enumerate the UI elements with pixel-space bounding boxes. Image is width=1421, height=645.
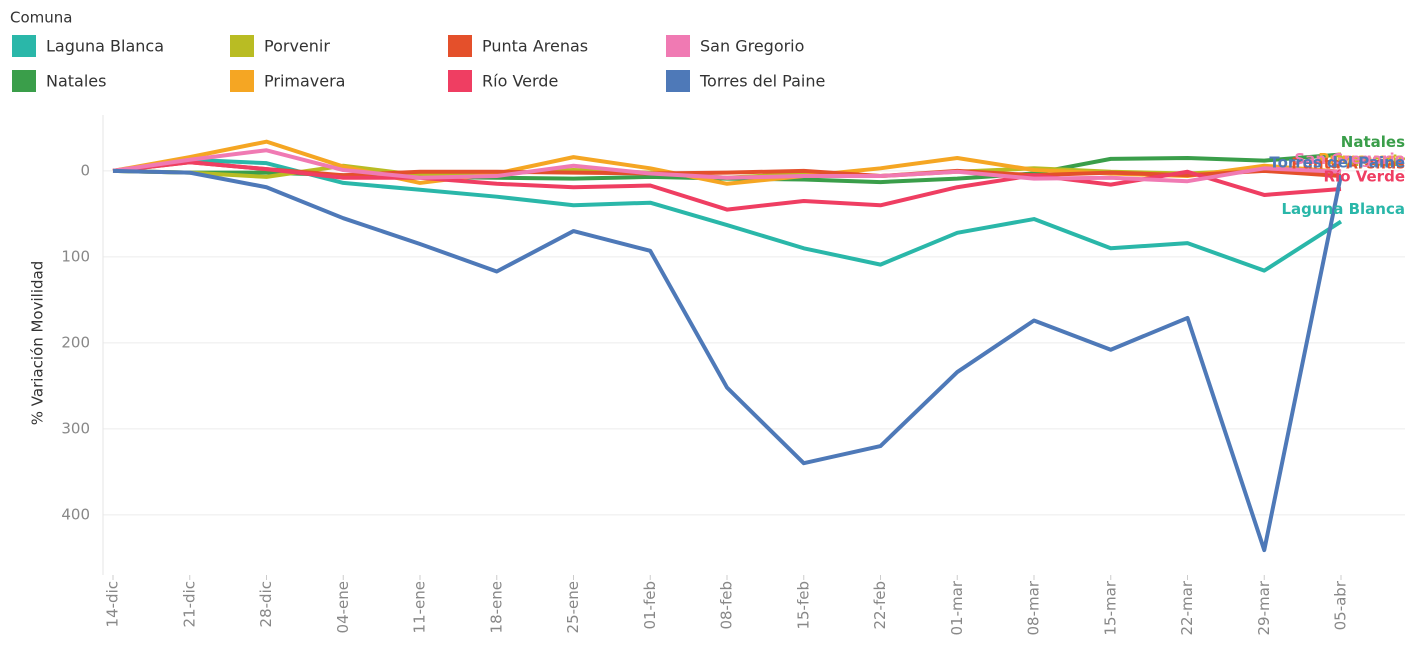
legend-label: Río Verde bbox=[482, 72, 558, 91]
legend-label: Porvenir bbox=[264, 37, 330, 56]
x-tick-label: 18-ene bbox=[487, 581, 505, 633]
legend-label: Punta Arenas bbox=[482, 37, 588, 56]
x-tick-label: 01-feb bbox=[641, 581, 659, 630]
y-tick-label: 100 bbox=[61, 247, 90, 265]
x-tick-label: 28-dic bbox=[257, 581, 275, 627]
x-tick-label: 05-abr bbox=[1332, 580, 1350, 630]
legend-label: Torres del Paine bbox=[699, 72, 825, 91]
x-tick-label: 01-mar bbox=[948, 580, 966, 635]
series-line bbox=[112, 168, 1343, 553]
y-axis-label: % Variación Movilidad bbox=[29, 261, 47, 425]
x-tick-label: 08-mar bbox=[1025, 580, 1043, 635]
legend-swatch bbox=[666, 70, 690, 92]
x-tick-label: 08-feb bbox=[718, 581, 736, 630]
x-tick-label: 22-feb bbox=[871, 581, 889, 630]
legend-title: Comuna bbox=[10, 9, 72, 27]
x-tick-label: 04-ene bbox=[334, 581, 352, 633]
series-line bbox=[112, 148, 1342, 184]
end-label: Primavera bbox=[1318, 150, 1405, 168]
x-tick-label: 29-mar bbox=[1255, 580, 1273, 635]
legend-label: Laguna Blanca bbox=[46, 37, 164, 56]
legend-label: Primavera bbox=[264, 72, 345, 91]
end-label: Torres del Paine bbox=[1269, 154, 1405, 172]
x-tick-label: 14-dic bbox=[104, 581, 122, 627]
x-tick-label: 15-mar bbox=[1101, 580, 1119, 635]
y-tick-label: 200 bbox=[61, 333, 90, 351]
y-tick-label: 0 bbox=[80, 161, 90, 179]
y-tick-label: 400 bbox=[61, 505, 90, 523]
end-label: Punta Arenas bbox=[1291, 155, 1405, 173]
legend-swatch bbox=[12, 70, 36, 92]
end-label: Río Verde bbox=[1324, 167, 1406, 185]
legend-swatch bbox=[230, 70, 254, 92]
legend-swatch bbox=[448, 70, 472, 92]
legend-swatch bbox=[230, 35, 254, 57]
x-tick-label: 21-dic bbox=[180, 581, 198, 627]
y-tick-label: 300 bbox=[61, 419, 90, 437]
legend-swatch bbox=[448, 35, 472, 57]
end-label: Natales bbox=[1341, 133, 1405, 151]
x-tick-label: 25-ene bbox=[564, 581, 582, 633]
x-tick-label: 22-mar bbox=[1178, 580, 1196, 635]
end-label: Porvenir bbox=[1333, 152, 1405, 170]
legend-label: Natales bbox=[46, 72, 106, 91]
x-tick-label: 15-feb bbox=[794, 581, 812, 630]
legend-swatch bbox=[12, 35, 36, 57]
legend-label: San Gregorio bbox=[700, 37, 804, 56]
legend-swatch bbox=[666, 35, 690, 57]
end-label: Laguna Blanca bbox=[1281, 200, 1405, 218]
end-label: San Gregorio bbox=[1294, 150, 1405, 168]
x-tick-label: 11-ene bbox=[411, 581, 429, 633]
